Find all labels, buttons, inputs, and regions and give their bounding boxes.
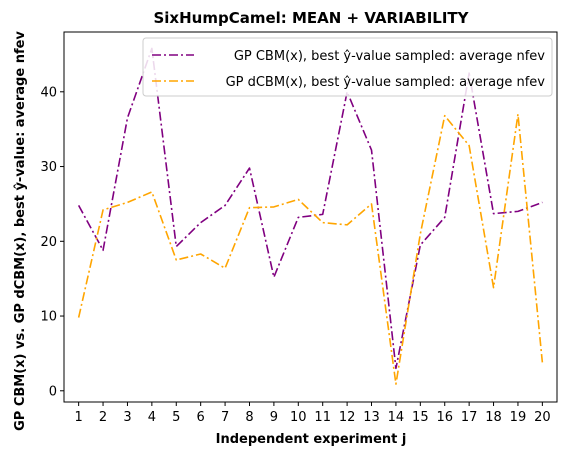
- x-tick-label: 6: [197, 410, 205, 425]
- legend: GP CBM(x), best ŷ-value sampled: average…: [142, 37, 553, 97]
- legend-label: GP dCBM(x), best ŷ-value sampled: averag…: [226, 75, 546, 90]
- y-tick-label: 30: [40, 160, 57, 175]
- series-line-2: [77, 113, 544, 385]
- y-axis-label: GP CBM(x) vs. GP dCBM(x), best ŷ-value: …: [13, 31, 28, 431]
- series-layer: [77, 47, 544, 385]
- legend-box: [142, 37, 553, 97]
- y-tick-label: 40: [40, 85, 57, 100]
- y-tick-label: 10: [40, 310, 57, 325]
- y-axis: 0 10 20 30 40: [40, 85, 64, 399]
- x-tick-label: 20: [534, 410, 551, 425]
- x-tick-label: 9: [270, 410, 278, 425]
- x-tick-label: 2: [99, 410, 107, 425]
- x-tick-label: 19: [510, 410, 527, 425]
- y-tick-label: 0: [49, 384, 57, 399]
- x-tick-label: 15: [412, 410, 429, 425]
- x-tick-label: 14: [388, 410, 405, 425]
- x-tick-label: 5: [172, 410, 180, 425]
- x-tick-label: 1: [75, 410, 83, 425]
- plot-area: [63, 31, 558, 403]
- x-tick-label: 7: [221, 410, 229, 425]
- x-axis-label: Independent experiment j: [216, 432, 407, 447]
- x-tick-label: 18: [485, 410, 502, 425]
- x-tick-label: 3: [123, 410, 131, 425]
- x-tick-label: 12: [339, 410, 356, 425]
- y-tick-label: 20: [40, 235, 57, 250]
- x-tick-label: 11: [314, 410, 331, 425]
- legend-label: GP CBM(x), best ŷ-value sampled: average…: [234, 49, 545, 64]
- x-tick-label: 4: [148, 410, 156, 425]
- x-tick-label: 13: [363, 410, 380, 425]
- plot-frame: [63, 31, 558, 403]
- x-tick-label: 16: [436, 410, 453, 425]
- x-tick-label: 10: [290, 410, 307, 425]
- x-axis: 1 2 3 4 5 6 7 8 9 10 11 12 13 14 15 16 17 18 19 20: [75, 402, 551, 425]
- chart-title: SixHumpCamel: MEAN + VARIABILITY: [153, 9, 469, 27]
- x-tick-label: 8: [245, 410, 253, 425]
- x-tick-label: 17: [461, 410, 478, 425]
